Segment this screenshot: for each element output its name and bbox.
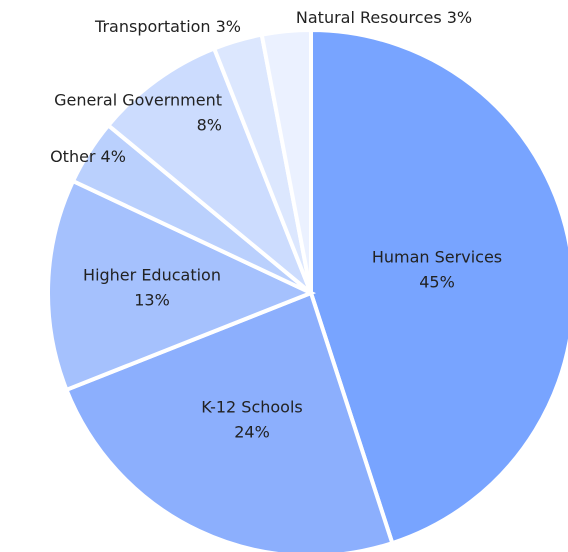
pie-slice (105, 45, 313, 295)
slice-value-label: 3% (216, 17, 241, 36)
slice-label: Transportation (94, 17, 211, 36)
slice-value-label: 8% (197, 116, 222, 135)
slice-label: Higher Education (83, 266, 221, 285)
slice-value-label: 3% (447, 8, 472, 27)
slice-value-label: 4% (101, 147, 126, 166)
slice-label: K-12 Schools (201, 398, 302, 417)
slice-label-group: Transportation 3% (94, 17, 241, 36)
slice-label-group: Other 4% (50, 147, 126, 166)
slice-label: Human Services (372, 248, 502, 267)
slice-label: Other (50, 147, 96, 166)
slice-label: Natural Resources (296, 8, 442, 27)
slice-value-label: 24% (234, 423, 270, 442)
pie-slice (309, 27, 568, 546)
slice-value-label: 13% (134, 291, 170, 310)
pie-slice (259, 27, 313, 294)
slice-label: General Government (54, 91, 222, 110)
slice-label-group: Natural Resources 3% (296, 8, 472, 27)
pie-slice (46, 178, 317, 393)
slice-value-label: 45% (419, 273, 455, 292)
